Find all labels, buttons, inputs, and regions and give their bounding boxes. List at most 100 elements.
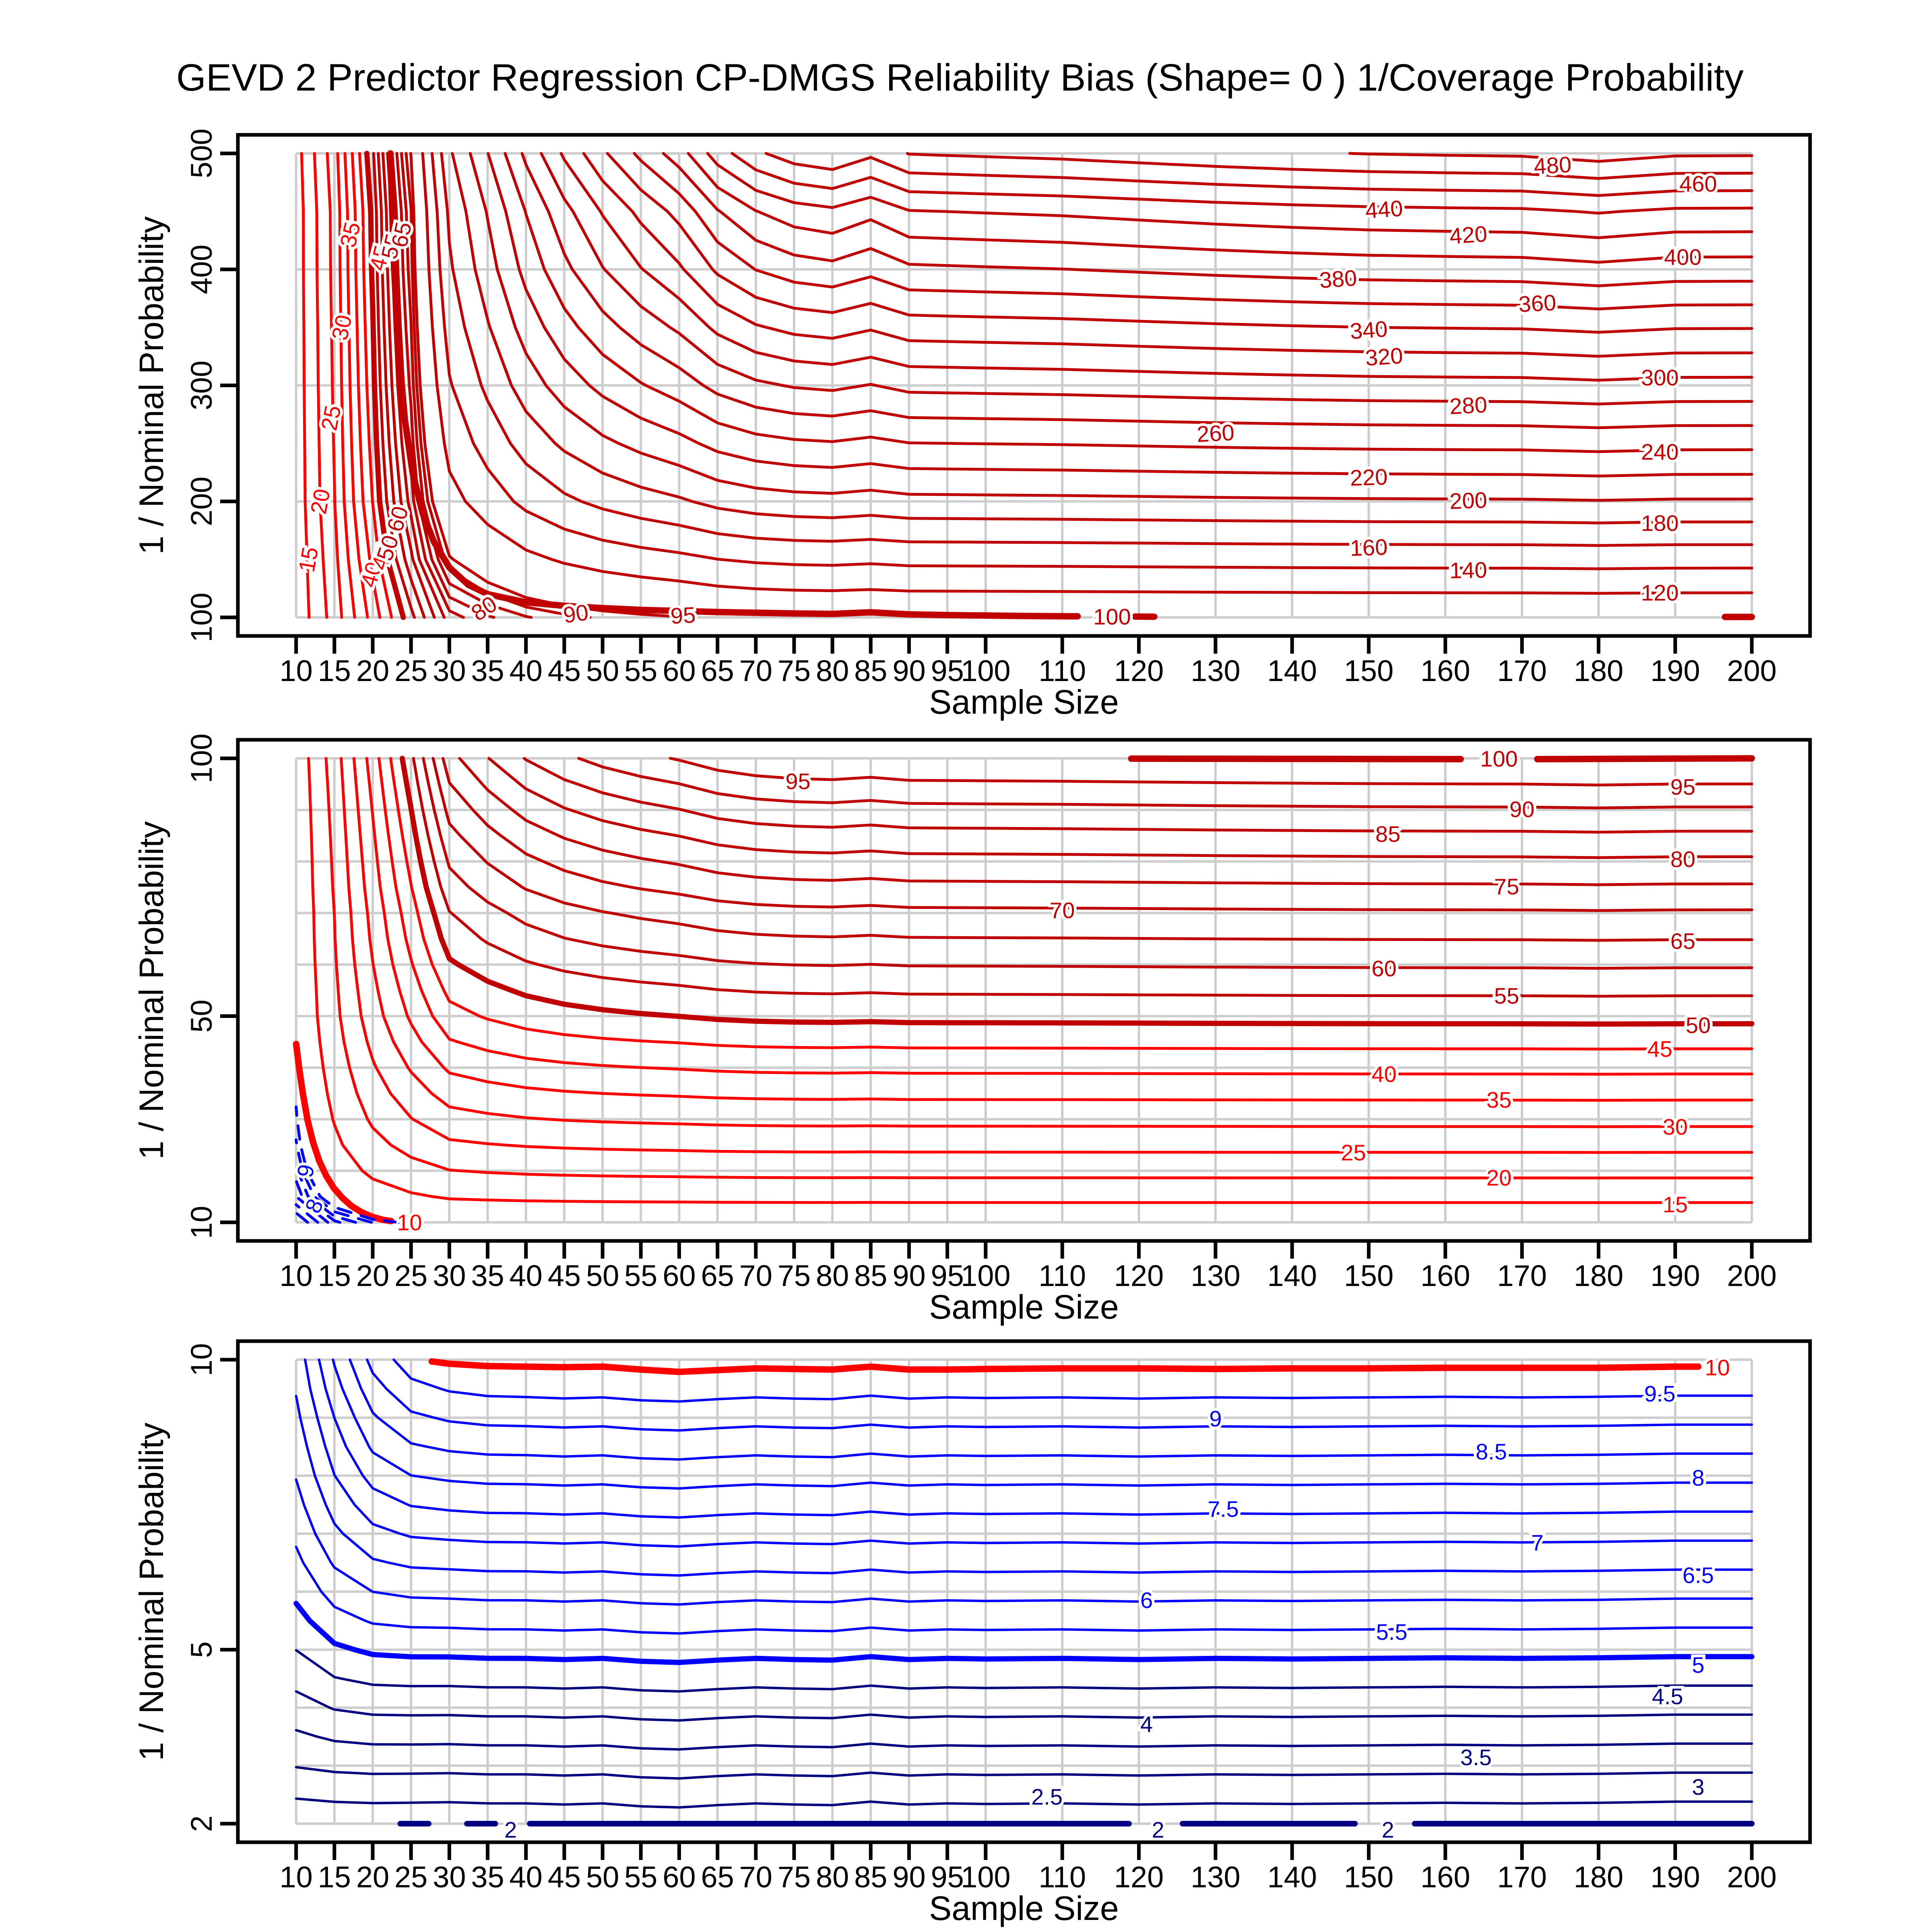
svg-text:65: 65 xyxy=(1670,929,1695,954)
svg-text:10: 10 xyxy=(185,1206,218,1239)
svg-text:110: 110 xyxy=(1038,654,1086,687)
svg-text:30: 30 xyxy=(326,313,357,343)
svg-text:130: 130 xyxy=(1191,1860,1240,1894)
svg-text:1 / Nominal Probability: 1 / Nominal Probability xyxy=(132,821,170,1159)
svg-text:100: 100 xyxy=(961,1860,1010,1894)
svg-text:15: 15 xyxy=(318,1860,351,1894)
svg-text:80: 80 xyxy=(1670,846,1695,872)
svg-text:40: 40 xyxy=(510,1259,543,1292)
svg-text:120: 120 xyxy=(1114,1259,1164,1292)
svg-text:90: 90 xyxy=(1509,797,1534,822)
svg-text:130: 130 xyxy=(1191,1259,1240,1292)
svg-text:6: 6 xyxy=(1140,1587,1153,1613)
svg-text:480: 480 xyxy=(1533,152,1572,179)
svg-text:320: 320 xyxy=(1364,343,1404,370)
svg-text:70: 70 xyxy=(739,654,772,687)
svg-text:35: 35 xyxy=(471,1860,504,1894)
svg-text:50: 50 xyxy=(586,654,619,687)
svg-text:30: 30 xyxy=(433,1259,466,1292)
svg-text:50: 50 xyxy=(1686,1013,1711,1038)
svg-text:220: 220 xyxy=(1350,464,1388,491)
svg-text:180: 180 xyxy=(1641,510,1678,536)
svg-text:100: 100 xyxy=(961,1259,1010,1292)
svg-text:340: 340 xyxy=(1349,316,1389,344)
svg-text:160: 160 xyxy=(1420,1259,1470,1292)
svg-text:7: 7 xyxy=(1531,1530,1544,1555)
svg-text:180: 180 xyxy=(1574,1259,1623,1292)
svg-text:60: 60 xyxy=(663,1860,696,1894)
svg-text:380: 380 xyxy=(1319,265,1358,293)
svg-text:130: 130 xyxy=(1191,654,1240,687)
svg-text:100: 100 xyxy=(185,592,218,642)
svg-text:140: 140 xyxy=(1449,557,1488,583)
svg-text:6.5: 6.5 xyxy=(1682,1563,1714,1588)
svg-text:440: 440 xyxy=(1364,195,1404,223)
svg-text:140: 140 xyxy=(1267,1860,1317,1894)
svg-text:90: 90 xyxy=(561,599,590,628)
svg-text:45: 45 xyxy=(548,1860,581,1894)
svg-text:10: 10 xyxy=(1705,1355,1730,1380)
svg-text:240: 240 xyxy=(1641,439,1678,464)
svg-text:30: 30 xyxy=(433,654,466,687)
svg-text:170: 170 xyxy=(1497,654,1547,687)
svg-text:50: 50 xyxy=(586,1860,619,1894)
svg-text:20: 20 xyxy=(1486,1165,1511,1191)
svg-text:85: 85 xyxy=(854,1860,887,1894)
svg-text:2: 2 xyxy=(1152,1817,1164,1843)
svg-text:140: 140 xyxy=(1267,1259,1317,1292)
svg-text:100: 100 xyxy=(961,654,1010,687)
svg-text:75: 75 xyxy=(778,1259,811,1292)
svg-text:90: 90 xyxy=(892,1259,925,1292)
svg-text:95: 95 xyxy=(785,769,810,794)
svg-text:35: 35 xyxy=(471,654,504,687)
svg-text:75: 75 xyxy=(778,654,811,687)
svg-text:10: 10 xyxy=(280,1259,313,1292)
svg-text:160: 160 xyxy=(1350,534,1388,561)
svg-text:15: 15 xyxy=(1663,1192,1688,1217)
svg-text:3: 3 xyxy=(1692,1774,1705,1800)
svg-text:120: 120 xyxy=(1114,654,1164,687)
svg-text:7.5: 7.5 xyxy=(1208,1496,1239,1522)
svg-text:60: 60 xyxy=(1371,956,1396,981)
svg-text:95: 95 xyxy=(931,654,964,687)
svg-text:25: 25 xyxy=(394,1259,427,1292)
svg-text:65: 65 xyxy=(701,1860,734,1894)
svg-text:160: 160 xyxy=(1420,654,1470,687)
svg-text:70: 70 xyxy=(739,1259,772,1292)
svg-text:9: 9 xyxy=(1209,1406,1222,1431)
svg-text:85: 85 xyxy=(1375,821,1400,846)
svg-text:110: 110 xyxy=(1038,1259,1086,1292)
svg-text:100: 100 xyxy=(1480,746,1517,771)
svg-text:10: 10 xyxy=(280,1860,313,1894)
svg-text:Sample Size: Sample Size xyxy=(929,683,1119,721)
svg-text:60: 60 xyxy=(663,1259,696,1292)
svg-text:95: 95 xyxy=(1670,774,1695,800)
svg-text:85: 85 xyxy=(854,1259,887,1292)
svg-text:30: 30 xyxy=(433,1860,466,1894)
svg-text:20: 20 xyxy=(305,487,335,516)
svg-text:300: 300 xyxy=(1641,365,1678,390)
svg-text:90: 90 xyxy=(892,654,925,687)
svg-text:110: 110 xyxy=(1038,1860,1086,1894)
svg-text:10: 10 xyxy=(397,1210,422,1235)
svg-text:8: 8 xyxy=(1692,1465,1705,1490)
svg-text:35: 35 xyxy=(1486,1087,1511,1113)
svg-text:120: 120 xyxy=(1641,580,1678,605)
svg-text:45: 45 xyxy=(548,1259,581,1292)
svg-text:75: 75 xyxy=(778,1860,811,1894)
svg-text:5: 5 xyxy=(1692,1652,1705,1678)
svg-text:70: 70 xyxy=(1050,898,1075,923)
svg-text:45: 45 xyxy=(1647,1036,1672,1061)
svg-text:Sample Size: Sample Size xyxy=(929,1288,1119,1326)
svg-text:500: 500 xyxy=(185,128,218,178)
svg-text:90: 90 xyxy=(892,1860,925,1894)
svg-text:65: 65 xyxy=(386,220,417,250)
svg-text:95: 95 xyxy=(931,1860,964,1894)
svg-text:65: 65 xyxy=(701,654,734,687)
svg-text:40: 40 xyxy=(510,1860,543,1894)
svg-text:9.5: 9.5 xyxy=(1644,1381,1676,1406)
svg-text:10: 10 xyxy=(280,654,313,687)
svg-text:150: 150 xyxy=(1344,654,1393,687)
svg-text:55: 55 xyxy=(624,654,657,687)
svg-text:15: 15 xyxy=(293,545,323,574)
